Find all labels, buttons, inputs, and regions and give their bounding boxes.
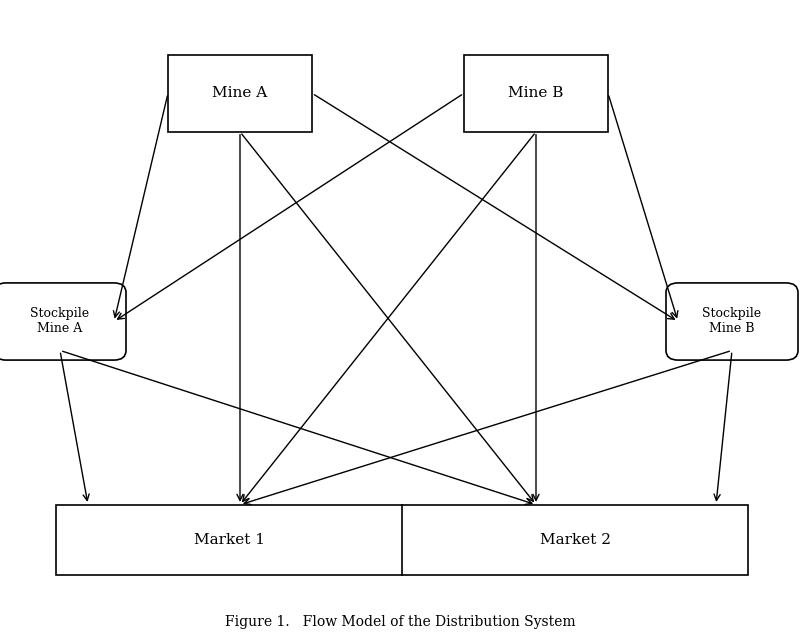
- FancyBboxPatch shape: [56, 505, 748, 575]
- FancyBboxPatch shape: [666, 283, 798, 360]
- Text: Stockpile
Mine A: Stockpile Mine A: [30, 307, 90, 336]
- Text: Figure 1.   Flow Model of the Distribution System: Figure 1. Flow Model of the Distribution…: [225, 615, 575, 629]
- FancyBboxPatch shape: [168, 55, 312, 132]
- Text: Market 1: Market 1: [194, 533, 265, 547]
- Text: Mine A: Mine A: [212, 86, 268, 100]
- Text: Mine B: Mine B: [508, 86, 564, 100]
- FancyBboxPatch shape: [0, 283, 126, 360]
- FancyBboxPatch shape: [464, 55, 608, 132]
- Text: Stockpile
Mine B: Stockpile Mine B: [702, 307, 762, 336]
- Text: Market 2: Market 2: [539, 533, 610, 547]
